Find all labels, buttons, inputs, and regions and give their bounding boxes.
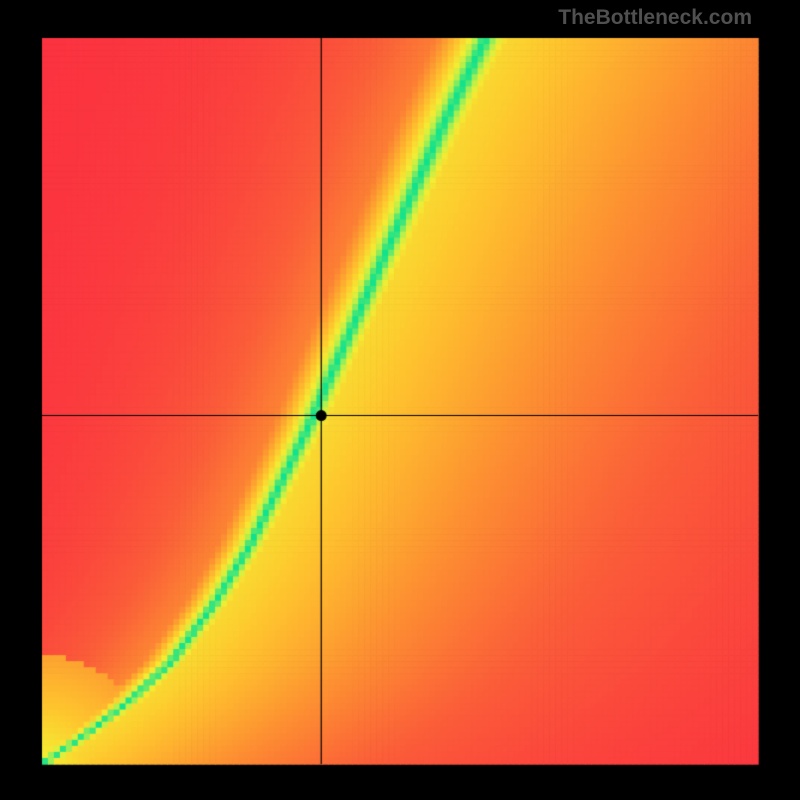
watermark-text: TheBottleneck.com <box>558 6 752 30</box>
bottleneck-heatmap <box>0 0 800 800</box>
